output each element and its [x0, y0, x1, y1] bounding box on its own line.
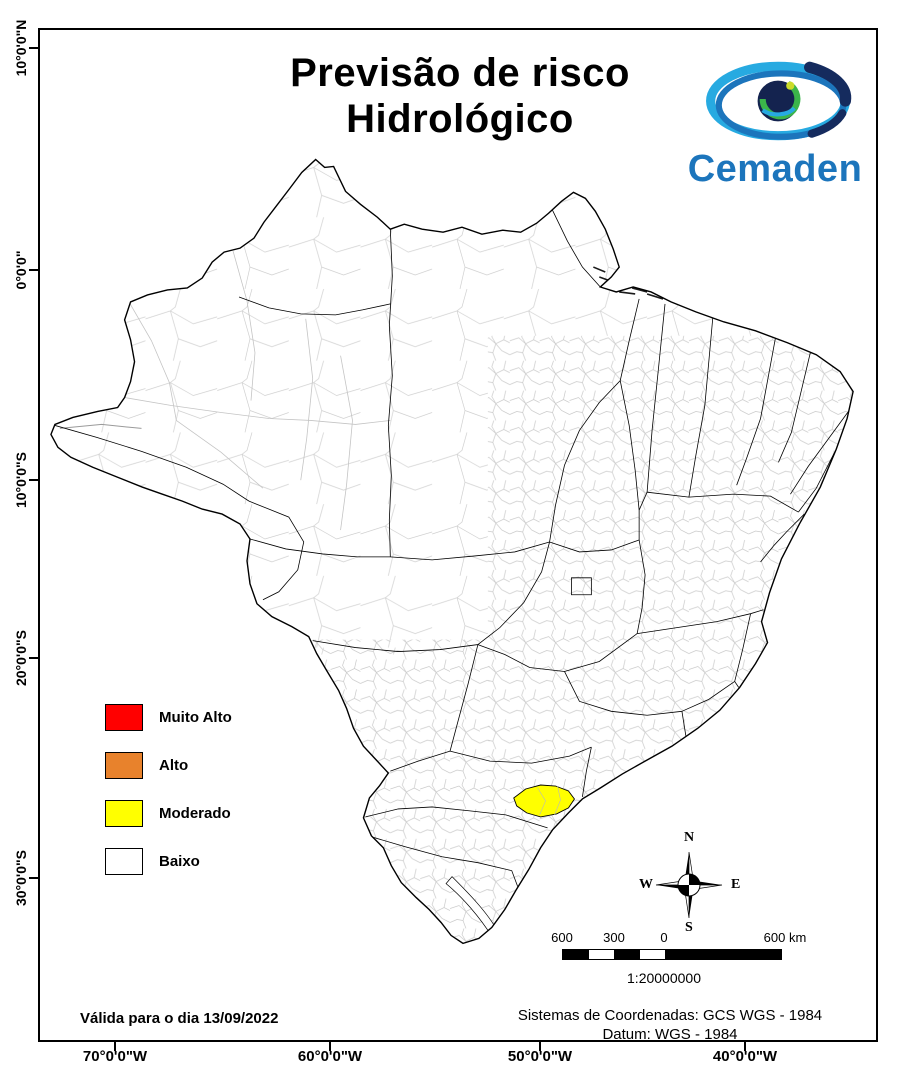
legend-swatch-muito-alto [105, 704, 143, 731]
tick [29, 47, 38, 49]
compass-north-label: N [684, 830, 695, 845]
tick [29, 479, 38, 481]
datum-line: Datum: WGS - 1984 [602, 1026, 738, 1043]
lon-label-60w: 60°0'0"W [297, 1048, 363, 1065]
tick [114, 1042, 116, 1051]
compass-west-label: W [639, 877, 653, 892]
coordinate-system-note: Sistemas de Coordenadas: GCS WGS - 1984 … [420, 1006, 903, 1044]
legend-swatch-baixo [105, 848, 143, 875]
scale-tick-label: 600 km [763, 930, 807, 945]
lon-label-50w: 50°0'0"W [507, 1048, 573, 1065]
lat-label-20s: 20°0'0"S [13, 629, 29, 687]
tick [29, 877, 38, 879]
country-outline [50, 158, 854, 945]
legend-item-alto: Alto [105, 752, 232, 779]
tick [29, 657, 38, 659]
legend-item-muito-alto: Muito Alto [105, 704, 232, 731]
compass-star-icon [655, 851, 723, 919]
scale-tick-label: 600 [551, 930, 573, 945]
legend-swatch-moderado [105, 800, 143, 827]
tick [329, 1042, 331, 1051]
legend-item-baixo: Baixo [105, 848, 232, 875]
title-line-2: Hidrológico [346, 97, 574, 141]
lat-label-10n: 10°0'0"N [13, 19, 29, 77]
scale-bar-segments [562, 949, 782, 960]
legend-swatch-alto [105, 752, 143, 779]
map-frame: Previsão de risco Hidrológico Cemaden Mu… [38, 28, 878, 1043]
scale-segment [639, 950, 665, 959]
validity-date: Válida para o dia 13/09/2022 [80, 1010, 279, 1027]
compass-south-label: S [685, 920, 693, 935]
compass-rose: N W E S [637, 830, 743, 936]
legend-label: Alto [159, 757, 189, 774]
state-boundaries [54, 210, 850, 887]
cemaden-wordmark: Cemaden [687, 148, 863, 190]
legend-label: Muito Alto [159, 709, 232, 726]
scale-tick-label: 300 [603, 930, 625, 945]
cemaden-eye-icon [706, 61, 852, 141]
lat-label-0: 0°0'0" [13, 250, 29, 290]
lon-label-40w: 40°0'0"W [712, 1048, 778, 1065]
scale-bar: 600 300 0 600 km 1:20000000 [547, 930, 827, 994]
scale-tick-label: 0 [660, 930, 668, 945]
risk-legend: Muito Alto Alto Moderado Baixo [105, 704, 232, 896]
lat-label-30s: 30°0'0"S [13, 849, 29, 907]
scale-segment [665, 950, 781, 959]
tick [539, 1042, 541, 1051]
lon-label-70w: 70°0'0"W [82, 1048, 148, 1065]
legend-label: Baixo [159, 853, 200, 870]
legend-item-moderado: Moderado [105, 800, 232, 827]
scale-ratio: 1:20000000 [627, 970, 701, 986]
scale-segment [614, 950, 640, 959]
scale-segment [563, 950, 589, 959]
legend-label: Moderado [159, 805, 231, 822]
scale-segment [588, 950, 614, 959]
page-title: Previsão de risco Hidrológico [160, 50, 760, 142]
lat-label-10s: 10°0'0"S [13, 451, 29, 509]
coordinate-system-line: Sistemas de Coordenadas: GCS WGS - 1984 [517, 1007, 823, 1024]
compass-east-label: E [731, 877, 741, 892]
tick [29, 269, 38, 271]
risk-highlight-region [513, 784, 575, 818]
brazil-map [50, 158, 854, 945]
tick [744, 1042, 746, 1051]
title-line-1: Previsão de risco [290, 51, 630, 95]
